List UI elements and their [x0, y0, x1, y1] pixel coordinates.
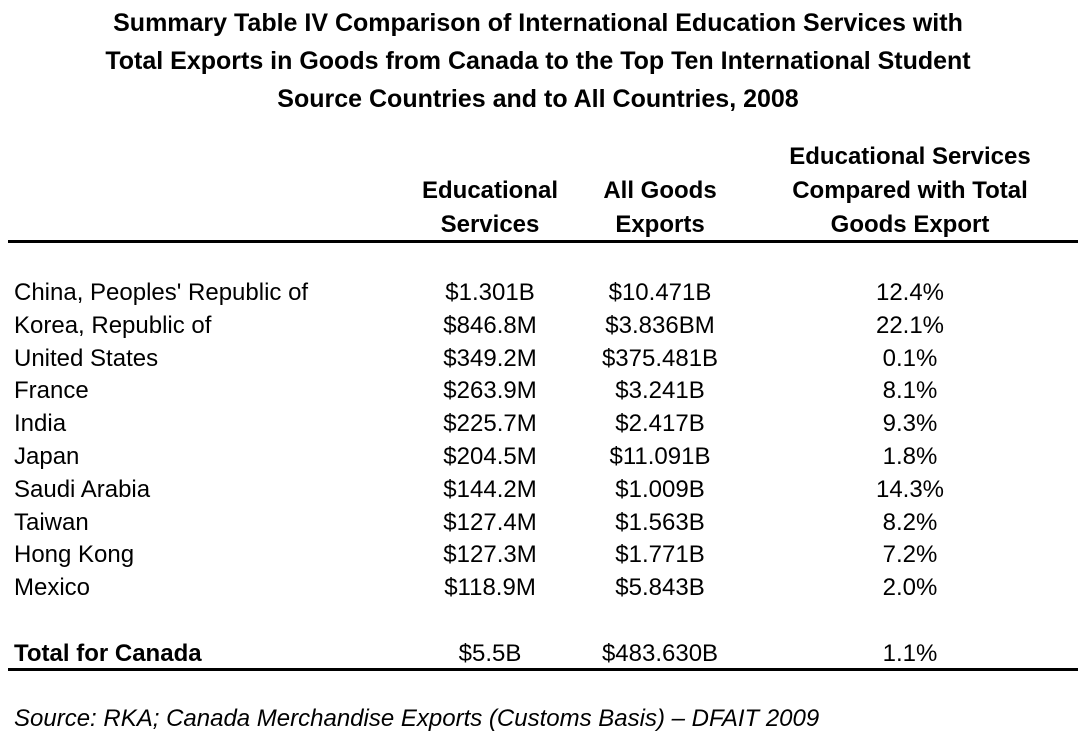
header-line: Educational Services	[789, 143, 1031, 170]
table-row: United States $349.2M $375.481B 0.1%	[0, 342, 1086, 375]
educational-services-cell: $349.2M	[443, 344, 537, 372]
educational-services-cell: $263.9M	[443, 377, 537, 405]
header-line: Compared with Total	[792, 177, 1028, 204]
comparison-cell: 8.2%	[882, 508, 938, 536]
table-row: Mexico $118.9M $5.843B 2.0%	[0, 571, 1086, 604]
column-header-all-goods-exports: All Goods Exports	[580, 174, 740, 242]
table-row: China, Peoples' Republic of $1.301B $10.…	[0, 276, 1086, 309]
total-goods-exports: $483.630B	[601, 640, 719, 667]
educational-services-cell: $846.8M	[443, 311, 537, 339]
header-line: All Goods	[603, 177, 717, 204]
column-header-educational-services: Educational Services	[405, 174, 575, 242]
country-cell: Mexico	[14, 574, 91, 602]
comparison-cell: 0.1%	[882, 344, 938, 372]
educational-services-cell: $118.9M	[444, 574, 536, 602]
goods-exports-cell: $11.091B	[609, 442, 711, 470]
total-educational-services: $5.5B	[458, 640, 522, 667]
goods-exports-cell: $1.563B	[615, 508, 705, 536]
comparison-cell: 8.1%	[882, 377, 938, 405]
table-row: Hong Kong $127.3M $1.771B 7.2%	[0, 538, 1086, 571]
table-row: India $225.7M $2.417B 9.3%	[0, 407, 1086, 440]
title-line-3: Source Countries and to All Countries, 2…	[277, 85, 799, 113]
total-divider	[8, 668, 1078, 671]
title-line-2: Total Exports in Goods from Canada to th…	[105, 47, 971, 75]
goods-exports-cell: $3.836BM	[605, 311, 715, 339]
comparison-cell: 14.3%	[875, 475, 945, 503]
source-note: Source: RKA; Canada Merchandise Exports …	[14, 705, 820, 732]
educational-services-cell: $144.2M	[443, 475, 537, 503]
table-body: China, Peoples' Republic of $1.301B $10.…	[0, 276, 1086, 604]
goods-exports-cell: $375.481B	[601, 344, 719, 372]
comparison-cell: 1.8%	[882, 442, 938, 470]
total-comparison: 1.1%	[882, 640, 938, 667]
header-line: Exports	[615, 211, 705, 238]
country-cell: France	[14, 377, 89, 405]
table-row: France $263.9M $3.241B 8.1%	[0, 374, 1086, 407]
table-row: Saudi Arabia $144.2M $1.009B 14.3%	[0, 473, 1086, 506]
goods-exports-cell: $10.471B	[608, 279, 712, 306]
educational-services-cell: $204.5M	[443, 442, 537, 470]
educational-services-cell: $225.7M	[443, 410, 537, 438]
table-row: Taiwan $127.4M $1.563B 8.2%	[0, 506, 1086, 539]
country-cell: Korea, Republic of	[14, 311, 212, 339]
header-line: Services	[440, 211, 540, 238]
goods-exports-cell: $2.417B	[615, 410, 705, 438]
country-cell: Taiwan	[14, 508, 89, 536]
educational-services-cell: $127.3M	[443, 541, 537, 569]
title-line-1: Summary Table IV Comparison of Internati…	[113, 9, 963, 37]
header-line: Educational	[421, 177, 559, 204]
comparison-cell: 7.2%	[882, 541, 938, 569]
country-cell: Japan	[14, 442, 80, 470]
comparison-cell: 22.1%	[875, 311, 945, 339]
educational-services-cell: $127.4M	[443, 508, 537, 536]
educational-services-cell: $1.301B	[445, 279, 535, 306]
total-row: Total for Canada $5.5B $483.630B 1.1%	[0, 637, 1086, 670]
column-header-comparison: Educational Services Compared with Total…	[760, 140, 1060, 242]
comparison-cell: 12.4%	[875, 279, 945, 306]
country-cell: Hong Kong	[14, 541, 135, 569]
total-label: Total for Canada	[14, 640, 202, 667]
goods-exports-cell: $1.009B	[615, 475, 705, 503]
country-cell: United States	[14, 344, 159, 372]
country-cell: China, Peoples' Republic of	[14, 279, 309, 306]
country-cell: Saudi Arabia	[14, 475, 151, 503]
header-line: Goods Export	[830, 211, 990, 238]
table-title: Summary Table IV Comparison of Internati…	[0, 4, 1076, 118]
table-row: Japan $204.5M $11.091B 1.8%	[0, 440, 1086, 473]
table-row: Korea, Republic of $846.8M $3.836BM 22.1…	[0, 309, 1086, 342]
comparison-cell: 9.3%	[882, 410, 938, 438]
goods-exports-cell: $3.241B	[615, 377, 705, 405]
goods-exports-cell: $5.843B	[615, 574, 705, 602]
goods-exports-cell: $1.771B	[615, 541, 705, 569]
header-divider	[8, 240, 1078, 243]
comparison-cell: 2.0%	[882, 574, 938, 602]
country-cell: India	[14, 410, 67, 438]
